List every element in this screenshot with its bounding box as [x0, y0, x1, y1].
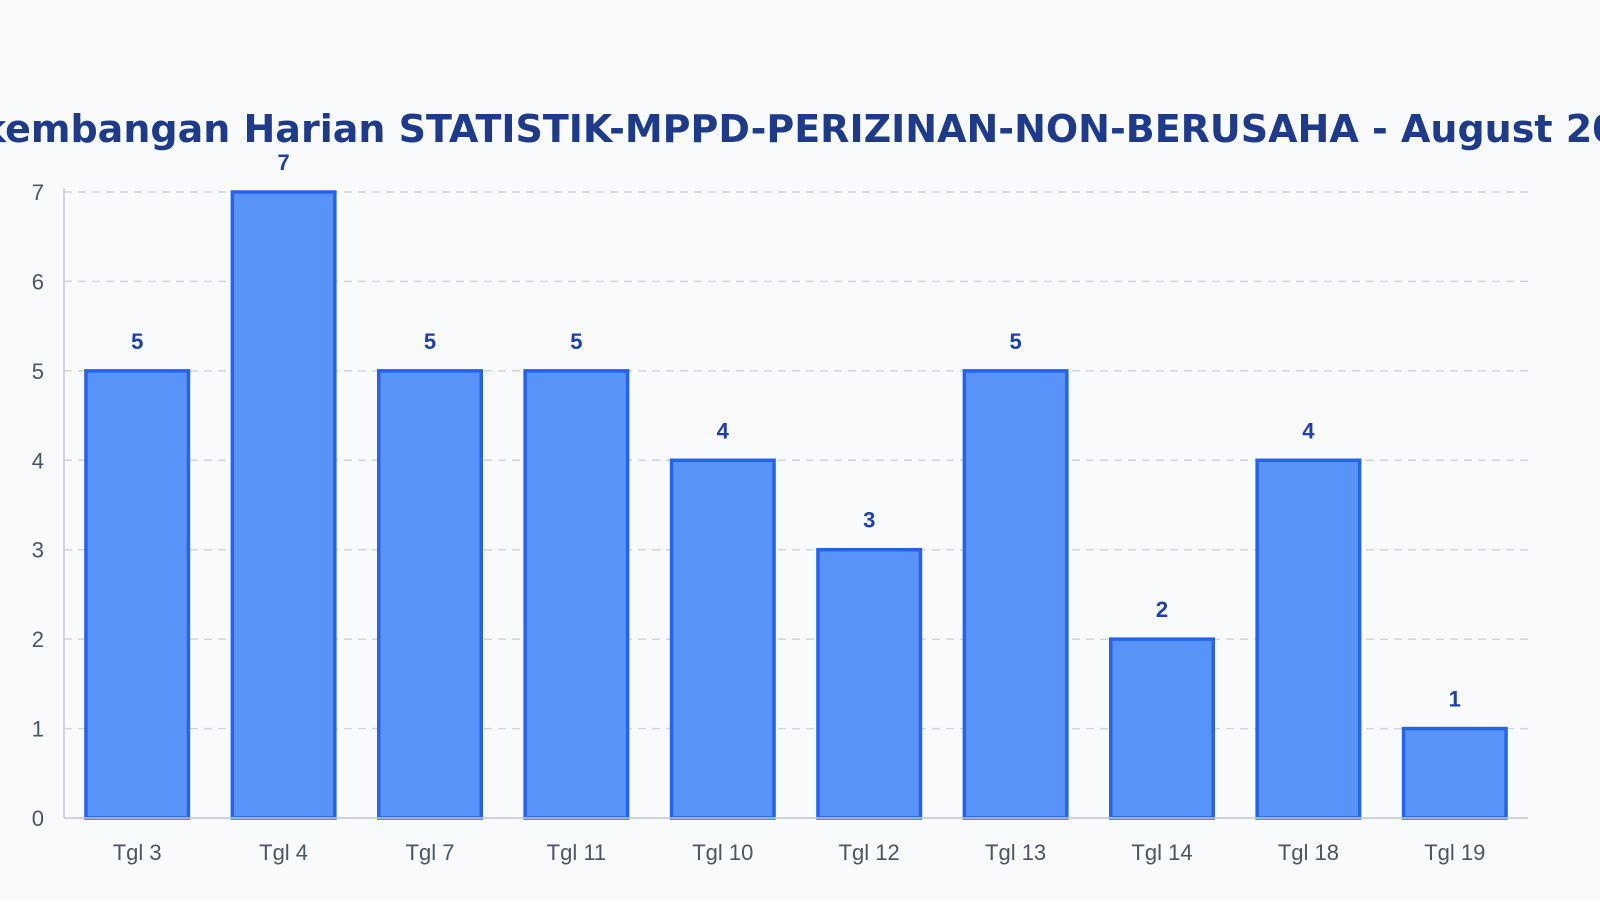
y-tick-label: 0	[32, 806, 44, 831]
x-tick-label: Tgl 18	[1278, 840, 1339, 865]
y-tick-label: 4	[32, 448, 44, 473]
x-tick-label: Tgl 10	[692, 840, 753, 865]
y-tick-label: 6	[32, 269, 44, 294]
x-tick-label: Tgl 12	[839, 840, 900, 865]
y-tick-label: 5	[32, 359, 44, 384]
x-tick-label: Tgl 14	[1131, 840, 1192, 865]
bar-value-label: 4	[717, 418, 730, 443]
bar-value-label: 5	[1009, 329, 1021, 354]
x-tick-label: Tgl 7	[406, 840, 455, 865]
bar	[816, 547, 923, 820]
y-tick-label: 2	[32, 627, 44, 652]
bar	[1401, 726, 1508, 820]
x-tick-label: Tgl 13	[985, 840, 1046, 865]
bar	[669, 458, 776, 820]
bar-value-label: 4	[1302, 418, 1315, 443]
bar	[377, 369, 483, 820]
bar-value-label: 5	[131, 329, 143, 354]
bar	[84, 369, 191, 820]
x-tick-label: Tgl 11	[547, 840, 607, 865]
axes-layer: 0 1 2 3 4 5 6 7	[32, 180, 1528, 831]
x-tick-label: Tgl 4	[259, 840, 308, 865]
x-tick-label: Tgl 3	[113, 840, 162, 865]
bars-layer	[84, 190, 1508, 820]
chart-title: Perkembangan Harian STATISTIK-MPPD-PERIZ…	[0, 107, 1600, 151]
bar-value-label: 3	[863, 508, 875, 533]
labels-layer: 5 Tgl 3 7 Tgl 4 5 Tgl 7 5 Tgl 11 4 Tgl 10 3 Tgl 12 5…	[113, 150, 1486, 865]
bar-value-label: 5	[424, 329, 436, 354]
bar	[523, 369, 630, 820]
bar	[962, 369, 1069, 820]
bar-value-label: 2	[1156, 597, 1168, 622]
x-tick-label: Tgl 19	[1424, 840, 1485, 865]
bar	[1109, 637, 1215, 820]
y-tick-label: 7	[32, 180, 44, 205]
y-tick-label: 3	[32, 538, 44, 563]
bar-value-label: 1	[1449, 687, 1461, 712]
bar	[1255, 458, 1362, 820]
bar-value-label: 5	[570, 329, 582, 354]
bar	[230, 190, 337, 820]
y-tick-label: 1	[32, 717, 44, 742]
bar-value-label: 7	[277, 150, 289, 175]
